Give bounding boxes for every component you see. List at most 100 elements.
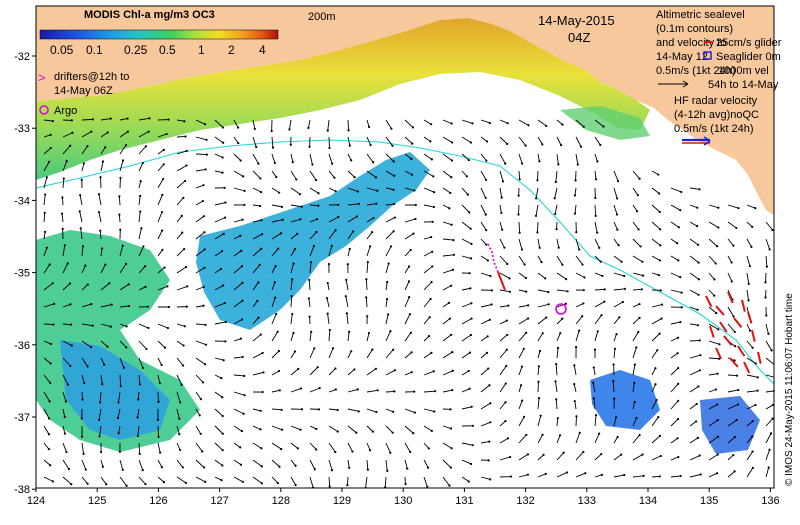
velocity-vector-head bbox=[677, 383, 679, 385]
velocity-vector-head bbox=[203, 267, 205, 269]
velocity-vector-head bbox=[566, 471, 568, 473]
velocity-vector-head bbox=[468, 272, 470, 274]
velocity-vector-head bbox=[755, 362, 757, 364]
velocity-vector-head bbox=[125, 346, 127, 348]
velocity-vector-head bbox=[539, 247, 541, 249]
velocity-vector-head bbox=[52, 120, 54, 122]
velocity-vector-head bbox=[408, 265, 410, 267]
velocity-vector-head bbox=[334, 451, 336, 453]
velocity-vector-head bbox=[125, 263, 127, 265]
y-tick-label: -32 bbox=[14, 51, 30, 63]
velocity-vector-head bbox=[735, 227, 737, 229]
velocity-vector-head bbox=[757, 376, 759, 378]
velocity-vector-head bbox=[223, 187, 225, 189]
velocity-vector-head bbox=[103, 363, 105, 365]
velocity-vector-head bbox=[638, 434, 640, 436]
velocity-vector-head bbox=[295, 484, 297, 486]
velocity-vector-head bbox=[596, 160, 598, 162]
velocity-vector-head bbox=[616, 213, 618, 215]
velocity-vector-head bbox=[538, 397, 540, 399]
velocity-vector-head bbox=[257, 317, 259, 319]
velocity-vector-head bbox=[277, 482, 279, 484]
velocity-vector bbox=[119, 215, 120, 222]
velocity-vector-head bbox=[48, 433, 50, 435]
velocity-vector-head bbox=[163, 149, 165, 151]
velocity-vector bbox=[690, 340, 700, 341]
velocity-vector-head bbox=[554, 197, 556, 199]
velocity-vector-head bbox=[125, 144, 127, 146]
velocity-vector-head bbox=[696, 309, 698, 311]
velocity-vector-head bbox=[749, 265, 751, 267]
velocity-vector-head bbox=[521, 162, 523, 164]
velocity-vector-head bbox=[315, 179, 317, 181]
velocity-vector-head bbox=[274, 296, 276, 298]
velocity-vector-head bbox=[641, 261, 643, 263]
velocity-vector-head bbox=[296, 233, 298, 235]
y-tick-label: -38 bbox=[14, 484, 30, 496]
velocity-vector-head bbox=[161, 229, 163, 231]
velocity-vector-head bbox=[308, 316, 310, 318]
velocity-vector-head bbox=[127, 131, 129, 133]
velocity-vector-head bbox=[332, 347, 334, 349]
velocity-vector-head bbox=[750, 246, 752, 248]
velocity-vector-head bbox=[365, 296, 367, 298]
velocity-vector-head bbox=[450, 467, 452, 469]
velocity-vector-head bbox=[50, 147, 52, 149]
velocity-vector-head bbox=[433, 410, 435, 412]
velocity-vector-head bbox=[548, 303, 550, 305]
velocity-vector-head bbox=[677, 352, 679, 354]
velocity-vector-head bbox=[44, 212, 46, 214]
velocity-vector-head bbox=[580, 146, 582, 148]
velocity-vector-head bbox=[506, 143, 508, 145]
velocity-vector-head bbox=[126, 117, 128, 119]
velocity-vector-head bbox=[697, 324, 699, 326]
velocity-vector-head bbox=[433, 191, 435, 193]
velocity-vector-head bbox=[470, 302, 472, 304]
velocity-vector-head bbox=[386, 470, 388, 472]
velocity-vector-head bbox=[292, 263, 294, 265]
velocity-vector-head bbox=[615, 333, 617, 335]
velocity-vector-head bbox=[81, 179, 83, 181]
velocity-vector-head bbox=[243, 375, 245, 377]
velocity-vector-head bbox=[409, 451, 411, 453]
velocity-vector-head bbox=[110, 325, 112, 327]
velocity-vector-head bbox=[163, 481, 165, 483]
velocity-vector-head bbox=[221, 396, 223, 398]
velocity-vector-head bbox=[371, 231, 373, 233]
velocity-vector-head bbox=[678, 226, 680, 228]
velocity-vector-head bbox=[183, 120, 185, 122]
velocity-vector-head bbox=[699, 369, 701, 371]
velocity-vector-head bbox=[185, 482, 187, 484]
y-tick-label: -33 bbox=[14, 123, 30, 135]
velocity-vector-head bbox=[68, 468, 70, 470]
velocity-vector-head bbox=[205, 139, 207, 141]
velocity-vector-head bbox=[470, 317, 472, 319]
velocity-vector-head bbox=[519, 232, 521, 234]
velocity-vector-head bbox=[161, 249, 163, 251]
velocity-vector-head bbox=[142, 469, 144, 471]
velocity-vector-head bbox=[677, 400, 679, 402]
velocity-vector-head bbox=[261, 465, 263, 467]
velocity-vector-head bbox=[347, 263, 349, 265]
velocity-vector-head bbox=[503, 247, 505, 249]
velocity-vector-head bbox=[259, 428, 261, 430]
velocity-vector-head bbox=[542, 454, 544, 456]
velocity-vector-head bbox=[774, 376, 776, 378]
velocity-vector-head bbox=[388, 262, 390, 264]
velocity-vector-head bbox=[184, 180, 186, 182]
velocity-vector-head bbox=[237, 126, 239, 128]
velocity-vector-head bbox=[617, 244, 619, 246]
velocity-vector-head bbox=[584, 472, 586, 474]
velocity-vector-head bbox=[222, 415, 224, 417]
velocity-vector-head bbox=[432, 221, 434, 223]
velocity-vector bbox=[537, 171, 538, 180]
velocity-vector-head bbox=[601, 474, 603, 476]
velocity-vector-head bbox=[104, 146, 106, 148]
velocity-vector-head bbox=[145, 348, 147, 350]
velocity-vector-head bbox=[369, 449, 371, 451]
velocity-vector-head bbox=[434, 390, 436, 392]
velocity-vector-head bbox=[598, 433, 600, 435]
velocity-vector-head bbox=[594, 349, 596, 351]
